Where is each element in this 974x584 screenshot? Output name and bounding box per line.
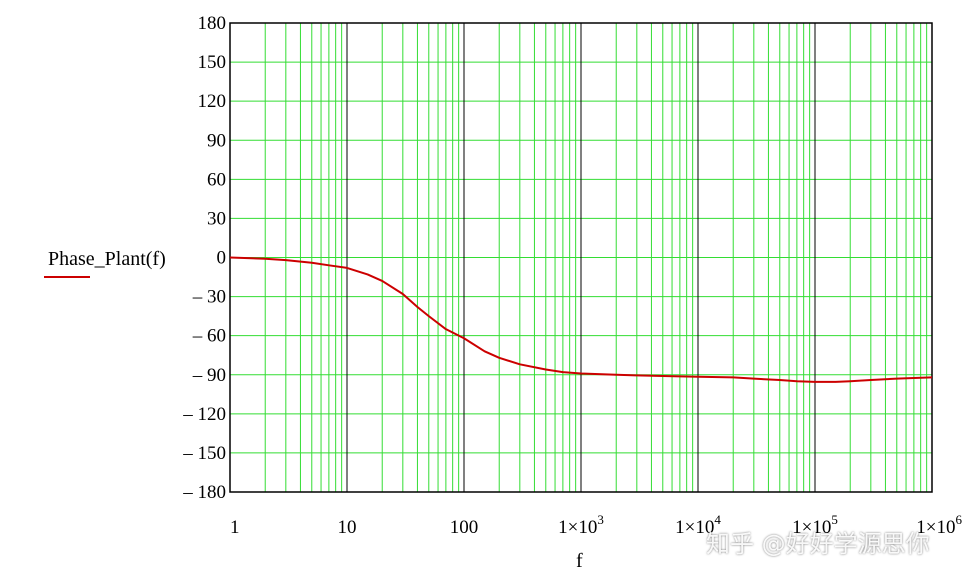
phase-plant-line (229, 256, 933, 383)
watermark: 知乎 @好好学源思你 (706, 530, 930, 558)
x-tick-label: 10 (338, 517, 357, 538)
x-tick-label: 1×104 (675, 512, 721, 538)
x-tick-label: 100 (450, 517, 479, 538)
legend-label: Phase_Plant(f) (48, 248, 166, 270)
y-tick-label: – 90 (192, 365, 226, 386)
x-tick-label: 1×106 (916, 512, 962, 538)
y-tick-label: – 60 (192, 326, 226, 347)
y-tick-label: – 120 (182, 404, 226, 425)
x-tick-label: 1 (230, 517, 240, 538)
y-tick-label: – 150 (182, 443, 226, 464)
grid-major-lines (346, 23, 816, 492)
y-tick-label: 120 (198, 91, 227, 112)
y-tick-label: 180 (198, 13, 227, 34)
y-tick-label: 150 (198, 52, 227, 73)
y-tick-labels: 180 150 120 90 60 30 0 – 30 – 60 – 90 – 120 – 150 – … (182, 13, 226, 503)
x-tick-labels: 1 10 100 1×103 1×104 1×105 1×106 (230, 512, 963, 538)
y-tick-label: 0 (217, 248, 227, 269)
y-tick-label: – 180 (182, 482, 226, 503)
legend-swatch (44, 276, 90, 278)
x-axis-label: f (576, 550, 583, 572)
x-tick-label: 1×103 (558, 512, 604, 538)
y-tick-label: 30 (207, 208, 226, 229)
y-tick-label: 90 (207, 130, 226, 151)
x-tick-label: 1×105 (792, 512, 838, 538)
y-tick-label: – 30 (192, 287, 226, 308)
y-tick-label: 60 (207, 169, 226, 190)
